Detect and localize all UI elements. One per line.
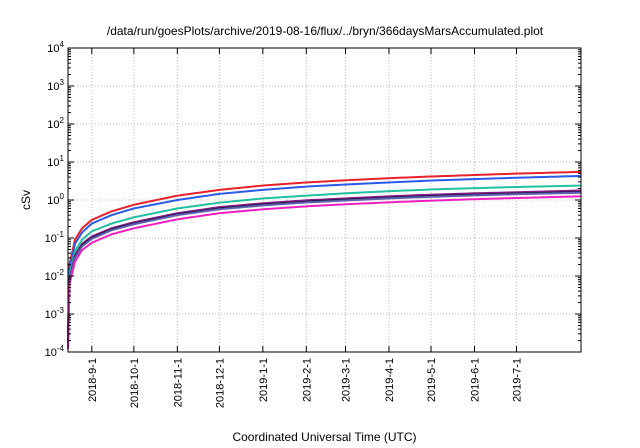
x-tick-label: 2019-1-1 — [258, 358, 270, 402]
series-line-7 — [67, 195, 582, 350]
x-tick-label: 2018-10-1 — [129, 358, 141, 408]
y-tick-label: 100 — [47, 192, 64, 207]
y-tick-label: 102 — [47, 116, 64, 131]
y-tick-label: 10-2 — [45, 268, 65, 283]
series-line-4 — [67, 189, 582, 347]
x-tick-label: 2018-12-1 — [214, 358, 226, 408]
y-tick-label: 104 — [47, 40, 64, 55]
y-tick-label: 10-1 — [45, 230, 65, 245]
series-line-6 — [67, 191, 582, 348]
x-tick-label: 2018-9-1 — [87, 358, 99, 402]
tick-marks — [68, 47, 581, 353]
series-group — [67, 170, 582, 350]
y-axis-label: cSv — [19, 190, 33, 210]
series-line-2 — [67, 174, 582, 342]
x-tick-labels: 2018-9-1 2018-10-1 2018-11-1 2018-12-1 2019-… — [87, 358, 524, 408]
chart-title: /data/run/goesPlots/archive/2019-08-16/f… — [107, 24, 544, 38]
y-tick-label: 101 — [47, 154, 64, 169]
x-tick-label: 2019-6-1 — [469, 358, 481, 402]
series-line-3 — [67, 184, 582, 342]
y-tick-label: 10-3 — [45, 306, 65, 321]
x-tick-label: 2018-11-1 — [172, 358, 184, 407]
x-tick-label: 2019-2-1 — [301, 358, 313, 402]
y-tick-label: 103 — [47, 78, 64, 93]
x-tick-label: 2019-7-1 — [512, 358, 524, 402]
x-tick-label: 2019-5-1 — [426, 358, 438, 402]
x-tick-label: 2019-4-1 — [384, 358, 396, 402]
x-axis-label: Coordinated Universal Time (UTC) — [232, 430, 416, 444]
y-tick-label: 10-4 — [45, 344, 65, 359]
y-tick-labels: 10-4 10-3 10-2 10-1 100 101 102 103 104 — [45, 40, 65, 359]
series-line-1 — [67, 170, 582, 335]
x-tick-label: 2019-3-1 — [341, 358, 353, 402]
